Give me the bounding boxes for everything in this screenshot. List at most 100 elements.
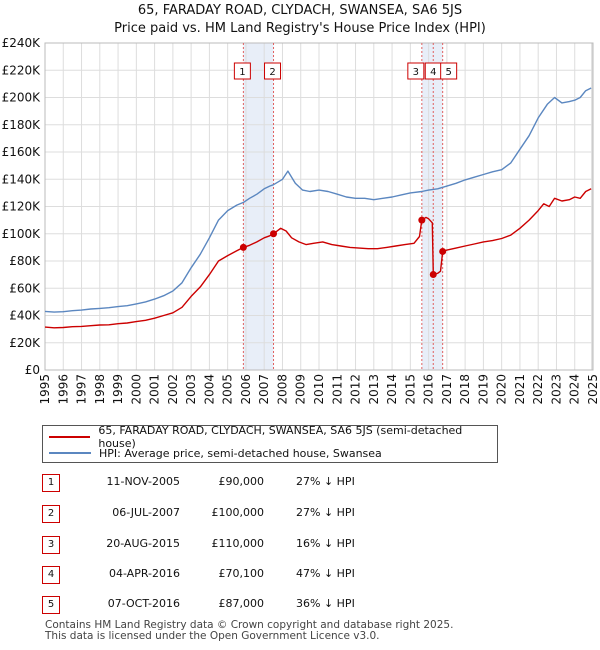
sale-marker-lines xyxy=(242,43,444,370)
footer-licence: This data is licensed under the Open Gov… xyxy=(45,630,380,642)
sale-label-number: 2 xyxy=(269,67,275,78)
x-tick-label: 2013 xyxy=(367,374,381,405)
transaction-date: 11-NOV-2005 xyxy=(106,475,180,488)
y-tick-label: £180K xyxy=(2,118,42,132)
x-tick-label: 2012 xyxy=(349,374,363,405)
transaction-number: 4 xyxy=(42,566,60,584)
y-tick-label: £40K xyxy=(9,309,41,323)
transaction-date: 20-AUG-2015 xyxy=(106,537,180,550)
transaction-date: 04-APR-2016 xyxy=(108,567,180,580)
transaction-row: 2 06-JUL-2007 £100,000 27% ↓ HPI xyxy=(0,505,600,525)
y-tick-label: £160K xyxy=(2,145,42,159)
sale-label-number: 1 xyxy=(239,67,245,78)
transaction-hpi: 47% ↓ HPI xyxy=(296,567,355,580)
transaction-hpi: 36% ↓ HPI xyxy=(296,597,355,610)
sale-point xyxy=(418,216,426,224)
x-tick-label: 2001 xyxy=(148,374,162,405)
x-tick-label: 2025 xyxy=(586,374,600,405)
x-tick-label: 1998 xyxy=(93,374,107,405)
y-tick-label: £20K xyxy=(9,336,41,350)
sale-label-box xyxy=(233,62,251,80)
sale-points xyxy=(239,216,447,278)
x-tick-label: 2023 xyxy=(549,374,563,405)
legend-swatch-hpi xyxy=(49,452,91,454)
transaction-number: 3 xyxy=(42,536,60,554)
x-tick-label: 2010 xyxy=(312,374,326,405)
transaction-row: 1 11-NOV-2005 £90,000 27% ↓ HPI xyxy=(0,474,600,494)
transaction-hpi: 27% ↓ HPI xyxy=(296,506,355,519)
sale-label-box xyxy=(440,62,458,80)
x-tick-label: 2014 xyxy=(385,374,399,405)
x-tick-label: 2003 xyxy=(184,374,198,405)
transaction-date: 06-JUL-2007 xyxy=(112,506,180,519)
sale-label-number: 4 xyxy=(430,67,436,78)
x-tick-label: 2006 xyxy=(239,374,253,405)
y-tick-label: £140K xyxy=(2,172,42,186)
x-tick-label: 2024 xyxy=(568,374,582,405)
sale-point xyxy=(439,247,447,255)
x-tick-label: 2021 xyxy=(513,374,527,405)
transaction-price: £110,000 xyxy=(211,537,265,550)
legend-label-hpi: HPI: Average price, semi-detached house,… xyxy=(99,446,382,460)
transaction-number: 5 xyxy=(42,596,60,614)
x-tick-label: 2017 xyxy=(440,374,454,405)
transaction-date: 07-OCT-2016 xyxy=(107,597,180,610)
legend-label-property: 65, FARADAY ROAD, CLYDACH, SWANSEA, SA6 … xyxy=(98,424,463,450)
legend-item-property: 65, FARADAY ROAD, CLYDACH, SWANSEA, SA6 … xyxy=(49,424,497,450)
x-tick-label: 2000 xyxy=(129,374,143,405)
sale-point xyxy=(239,243,247,251)
x-tick-label: 1995 xyxy=(38,374,52,405)
y-tick-label: £200K xyxy=(2,91,42,105)
x-tick-label: 2020 xyxy=(495,374,509,405)
x-tick-label: 2009 xyxy=(294,374,308,405)
sale-label-number: 5 xyxy=(445,67,451,78)
property-price-line xyxy=(44,188,592,329)
y-axis-ticks: £0 £20K £40K £60K £80K £100K £120K £140K £160K £1… xyxy=(2,36,42,377)
transaction-hpi: 16% ↓ HPI xyxy=(296,537,355,550)
y-tick-label: £220K xyxy=(2,63,42,77)
transaction-row: 5 07-OCT-2016 £87,000 36% ↓ HPI xyxy=(0,596,600,616)
footer: Contains HM Land Registry data © Crown c… xyxy=(45,620,453,642)
x-tick-label: 2002 xyxy=(166,374,180,405)
y-tick-label: £60K xyxy=(9,281,41,295)
hpi-line xyxy=(44,87,592,313)
series-lines xyxy=(44,87,592,329)
chart-subtitle: Price paid vs. HM Land Registry's House … xyxy=(114,21,486,36)
transaction-row: 3 20-AUG-2015 £110,000 16% ↓ HPI xyxy=(0,536,600,556)
y-tick-label: £100K xyxy=(2,227,42,241)
legend-swatch-property xyxy=(49,436,91,438)
legend: 65, FARADAY ROAD, CLYDACH, SWANSEA, SA6 … xyxy=(42,424,498,463)
sale-label-box xyxy=(407,62,425,80)
grid xyxy=(44,42,594,371)
x-tick-label: 2005 xyxy=(221,374,235,405)
y-tick-label: £240K xyxy=(2,36,42,50)
x-tick-label: 2007 xyxy=(257,374,271,405)
sale-label-box xyxy=(264,62,282,80)
footer-copyright: Contains HM Land Registry data © Crown c… xyxy=(45,619,454,631)
x-tick-label: 2018 xyxy=(458,374,472,405)
x-tick-label: 2022 xyxy=(531,374,545,405)
transaction-price: £70,100 xyxy=(218,567,265,580)
transaction-price: £90,000 xyxy=(218,475,265,488)
plot-frame xyxy=(44,42,594,371)
x-tick-label: 1999 xyxy=(111,374,125,405)
x-tick-label: 2004 xyxy=(202,374,216,405)
transaction-number: 1 xyxy=(42,474,60,492)
x-tick-label: 2016 xyxy=(422,374,436,405)
x-tick-label: 2011 xyxy=(330,374,344,405)
y-tick-label: £0 xyxy=(25,363,40,377)
x-tick-label: 2008 xyxy=(275,374,289,405)
sale-label-number: 3 xyxy=(413,67,419,78)
transaction-hpi: 27% ↓ HPI xyxy=(296,475,355,488)
chart-title: 65, FARADAY ROAD, CLYDACH, SWANSEA, SA6 … xyxy=(137,3,463,18)
y-tick-label: £80K xyxy=(9,254,41,268)
sale-point xyxy=(270,230,278,238)
x-tick-label: 2015 xyxy=(403,374,417,405)
x-tick-label: 1996 xyxy=(56,374,70,405)
y-tick-label: £120K xyxy=(2,200,42,214)
transaction-price: £87,000 xyxy=(218,597,265,610)
sale-point xyxy=(429,270,437,278)
x-tick-label: 2019 xyxy=(476,374,490,405)
